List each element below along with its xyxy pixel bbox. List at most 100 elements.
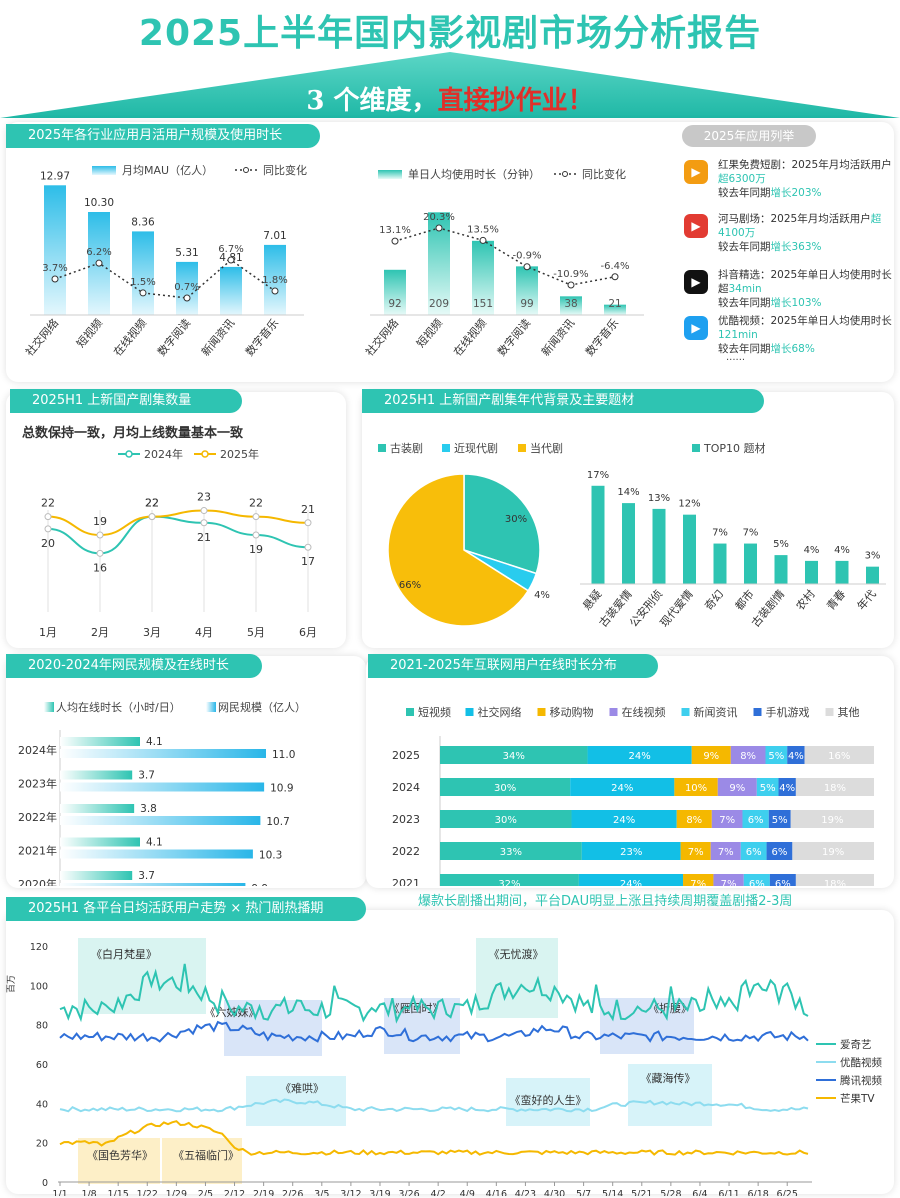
- x-tick-label: 3/12: [340, 1189, 361, 1196]
- legend-marker: [243, 167, 249, 173]
- legend-label: 2025年: [220, 447, 259, 461]
- stack-segment: [571, 810, 677, 828]
- point-label: 17: [301, 555, 315, 568]
- data-point: [44, 513, 52, 521]
- stack-segment: [691, 746, 731, 764]
- section4-title: 2020-2024年网民规模及在线时长: [6, 654, 262, 678]
- bar: [774, 555, 788, 584]
- online-share-chart: 短视频 社交网络 移动购物 在线视频 新闻资讯 手机游戏 其他 2025 34% 24% 9% 8% 5…: [392, 705, 874, 886]
- yoy-point: [95, 259, 103, 267]
- play-icon: ▶: [691, 219, 701, 233]
- app-description: 红果免费短剧：2025年月均活跃用户超6300万 较去年同期增长203%: [718, 158, 896, 200]
- point-label: 19: [249, 543, 263, 556]
- x-tick-label: 6/11: [718, 1189, 739, 1196]
- x-tick-label: 1月: [39, 626, 57, 639]
- daily-time-chart: 单日人均使用时长（分钟） 同比变化 92 13.1% 社交网络 209 20.3% 短视频 15…: [362, 167, 644, 359]
- legend-label: 网民规模（亿人）: [218, 700, 306, 714]
- title-banner: [0, 52, 900, 118]
- bar: [60, 883, 246, 886]
- segment-label: 6%: [749, 879, 765, 886]
- stack-segment: [768, 810, 791, 828]
- app-hl2: 增长68%: [770, 343, 815, 355]
- yoy-point: [51, 275, 59, 283]
- stack-segment: [766, 842, 793, 860]
- bar-value-label: 10.7: [266, 816, 289, 828]
- app-hl2: 增长363%: [770, 241, 822, 253]
- yoy-label: 13.5%: [467, 224, 499, 235]
- annotation-label: 《难哄》: [280, 1082, 324, 1095]
- app-t2: 较去年同期: [718, 297, 771, 309]
- segment-label: 8%: [740, 751, 756, 762]
- apps-more: ......: [726, 352, 746, 363]
- segment-label: 19%: [821, 815, 843, 826]
- page-title: 2025上半年国内影视剧市场分析报告: [138, 13, 762, 54]
- legend-label: 手机游戏: [766, 705, 810, 719]
- app-hl1: 121min: [718, 329, 758, 341]
- annotation-label: 《折腰》: [648, 1001, 692, 1015]
- bar: [60, 782, 265, 792]
- stack-segment: [778, 778, 796, 796]
- y-tick-label: 80: [36, 1021, 48, 1032]
- x-tick-label: 5/14: [602, 1189, 623, 1196]
- series-line: [47, 515, 309, 555]
- category-label: 青春: [824, 588, 848, 613]
- bar-value-label: 92: [388, 298, 401, 310]
- x-tick-label: 3/26: [398, 1189, 419, 1196]
- bar: [60, 871, 133, 880]
- stack-segment: [790, 810, 874, 828]
- bar-value-label: 12%: [678, 499, 700, 510]
- bar-value-label: 7.01: [263, 230, 286, 242]
- legend-swatch: [609, 708, 618, 716]
- segment-label: 18%: [824, 879, 846, 886]
- yoy-label: -0.9%: [512, 251, 541, 262]
- play-icon: ▶: [691, 321, 701, 335]
- bar: [683, 514, 696, 584]
- bar-value-label: 38: [564, 298, 577, 310]
- bar: [805, 560, 818, 584]
- y-tick-label: 20: [36, 1139, 48, 1150]
- x-tick-label: 4/9: [460, 1189, 475, 1196]
- bar-value-label: 5%: [773, 539, 789, 550]
- annotation-box: [78, 938, 206, 1014]
- segment-label: 24%: [613, 815, 635, 826]
- app-hl1: 超4100万: [718, 213, 882, 239]
- app-hl1: 超6300万: [718, 173, 766, 185]
- x-tick-label: 2月: [91, 626, 109, 639]
- x-tick-label: 6/18: [747, 1189, 768, 1196]
- app-hl2: 增长103%: [770, 297, 822, 309]
- data-point: [200, 507, 208, 515]
- data-point: [200, 519, 208, 527]
- stack-segment: [581, 842, 681, 860]
- category-label: 2022年: [18, 810, 57, 824]
- app-description: 抖音精选：2025年单日人均使用时长超34min 较去年同期增长103%: [718, 268, 896, 310]
- data-point: [252, 531, 260, 539]
- legend-label: 社交网络: [478, 705, 522, 719]
- bar-value-label: 3.7: [138, 870, 155, 882]
- stack-segment: [804, 746, 874, 764]
- segment-label: 34%: [503, 751, 525, 762]
- bar-value-label: 10.3: [259, 850, 282, 862]
- yoy-label: 20.3%: [423, 212, 455, 223]
- app-description: 河马剧场：2025年月均活跃用户超4100万 较去年同期增长363%: [718, 212, 896, 254]
- dau-note: 爆款长剧播出期间，平台DAU明显上涨且持续周期覆盖剧播2-3周: [418, 894, 793, 909]
- legend-swatch-bar: [92, 166, 116, 175]
- category-label: 2020年: [18, 877, 57, 886]
- category-label: 短视频: [413, 316, 445, 350]
- bar-value-label: 8.36: [131, 216, 155, 228]
- x-tick-label: 4/2: [431, 1189, 446, 1196]
- x-tick-label: 6/25: [777, 1189, 798, 1196]
- stack-segment: [587, 746, 692, 764]
- bar: [60, 804, 135, 813]
- x-tick-label: 2/19: [253, 1189, 274, 1196]
- yoy-point: [391, 237, 399, 245]
- series-line: [59, 1120, 809, 1156]
- point-label: 23: [197, 491, 211, 504]
- bar-value-label: 4.1: [146, 837, 163, 849]
- x-tick-label: 4/30: [544, 1189, 565, 1196]
- bar-value-label: 3.8: [140, 803, 157, 815]
- era-pie-chart: 古装剧 近现代剧 当代剧 30% 4% 66%: [378, 441, 563, 627]
- legend-swatch: [206, 702, 216, 712]
- segment-label: 10%: [685, 783, 707, 794]
- legend-swatch: [44, 702, 54, 712]
- bar-value-label: 99: [520, 298, 533, 310]
